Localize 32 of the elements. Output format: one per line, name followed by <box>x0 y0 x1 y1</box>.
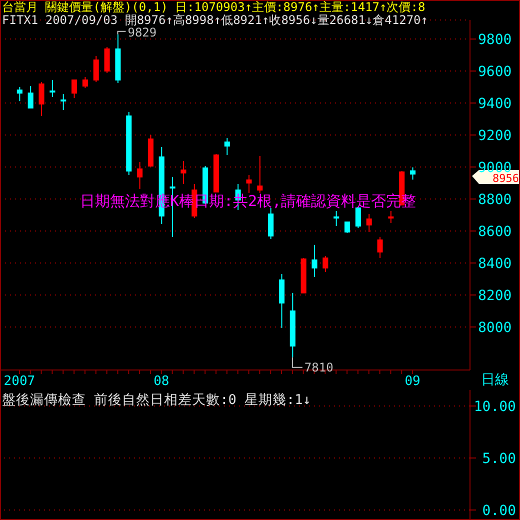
candlestick <box>334 210 340 227</box>
x-tick-label: 2007 <box>4 374 36 390</box>
x-tick-label: 08 <box>154 374 170 390</box>
y-tick-label: 8200 <box>478 288 512 304</box>
candlestick <box>366 214 372 232</box>
chart-subtitle: FITX1 2007/09/03 開8976↑高8998↑低8921↑收8956↓量26681↓倉41270↑ <box>2 13 428 27</box>
y-tick-label: 9200 <box>478 128 512 144</box>
candlestick <box>290 292 296 358</box>
x-tick-label: 09 <box>404 374 420 390</box>
candlestick <box>278 274 285 328</box>
candlestick <box>388 210 394 224</box>
y-tick-label: 8600 <box>478 224 512 240</box>
candlestick <box>246 174 252 194</box>
text: 5.00 <box>482 451 516 467</box>
candlestick <box>312 244 318 278</box>
text: 0.00 <box>482 503 516 519</box>
text: 盤後漏傳檢查 前後自然日相差天數:0 星期幾:1↓ <box>2 391 311 409</box>
chart-title: 台當月 關鍵價量(解盤)(0,1) 日:1070903↑主價:8976↑主量:1417↑次價:8 <box>2 0 426 14</box>
text: 10.00 <box>474 399 516 415</box>
y-tick-label: 9800 <box>478 32 512 48</box>
x-axis-title: 日線 <box>480 371 510 389</box>
annotation: 9829 <box>128 25 157 40</box>
y-tick-label: 9400 <box>478 96 512 112</box>
candlestick <box>60 94 66 111</box>
y-tick-label: 8000 <box>478 320 512 336</box>
y-tick-label: 9600 <box>478 64 512 80</box>
candlestick <box>180 160 186 184</box>
y-tick-label: 8400 <box>478 256 512 272</box>
y-tick-label: 8800 <box>478 192 512 208</box>
candlestick <box>50 79 56 98</box>
candlestick <box>137 162 143 190</box>
text: 8956 <box>492 172 519 186</box>
